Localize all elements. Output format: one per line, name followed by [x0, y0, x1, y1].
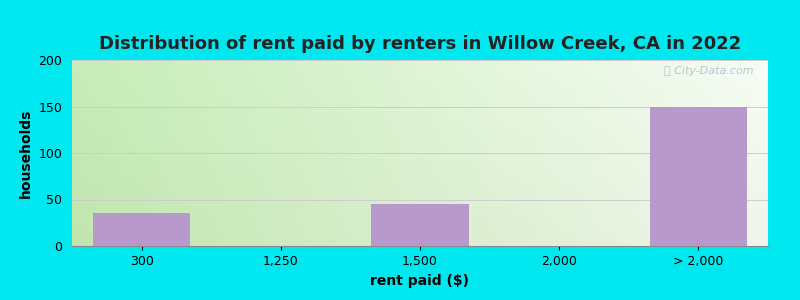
- Title: Distribution of rent paid by renters in Willow Creek, CA in 2022: Distribution of rent paid by renters in …: [99, 35, 741, 53]
- Y-axis label: households: households: [19, 108, 33, 198]
- Bar: [93, 214, 190, 246]
- X-axis label: rent paid ($): rent paid ($): [370, 274, 470, 288]
- Bar: [371, 204, 469, 246]
- Bar: [650, 106, 747, 246]
- Text: ⓘ City-Data.com: ⓘ City-Data.com: [665, 66, 754, 76]
